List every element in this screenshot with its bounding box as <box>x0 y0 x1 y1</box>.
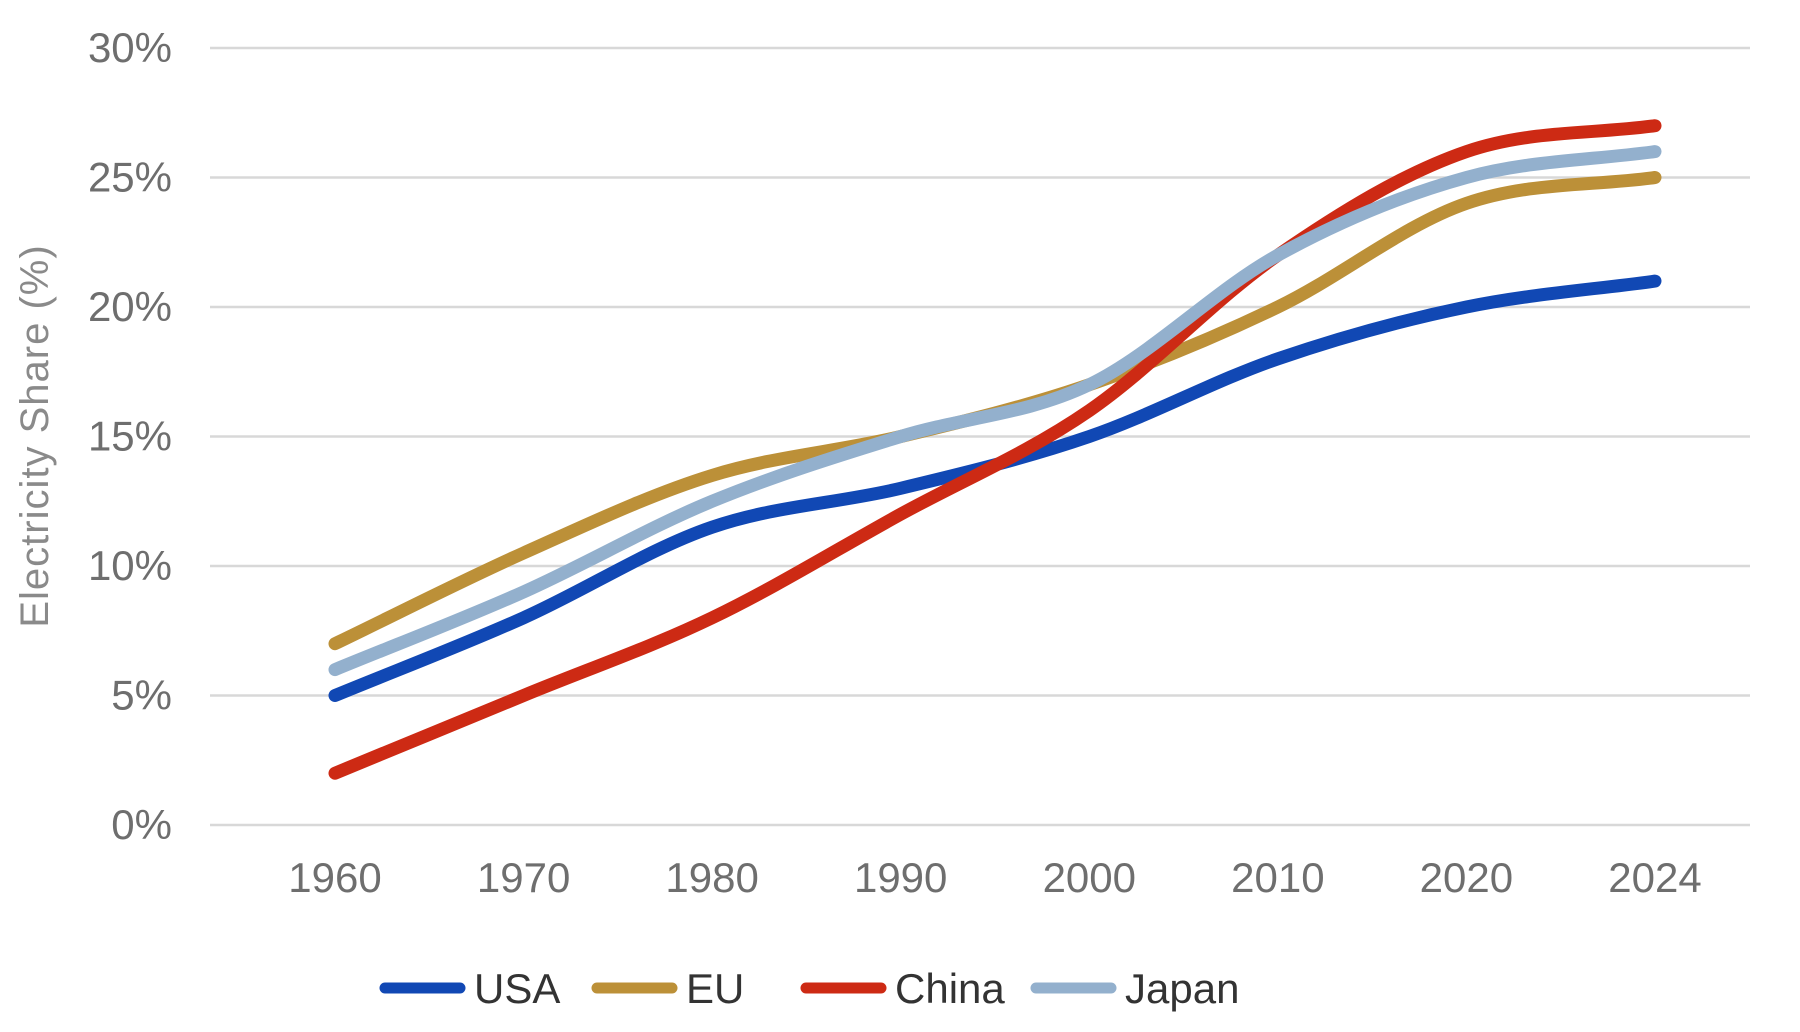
y-tick: 10% <box>88 542 172 589</box>
series-line-japan <box>328 145 1662 677</box>
x-tick: 1960 <box>288 854 381 901</box>
y-tick: 20% <box>88 283 172 330</box>
y-axis-ticks: 0% 5% 10% 15% 20% 25% 30% <box>88 24 172 848</box>
legend-label-usa: USA <box>474 965 560 1012</box>
x-tick: 2020 <box>1420 854 1513 901</box>
legend-label-china: China <box>895 965 1005 1012</box>
legend-item-japan: Japan <box>1030 965 1239 1012</box>
x-tick: 2024 <box>1608 854 1701 901</box>
series-line-usa <box>328 274 1662 702</box>
x-tick: 1990 <box>854 854 947 901</box>
y-axis-title: Electricity Share (%) <box>13 244 57 627</box>
legend: USA EU China Japan <box>379 965 1239 1012</box>
legend-item-eu: EU <box>591 965 744 1012</box>
x-tick: 2000 <box>1043 854 1136 901</box>
y-tick: 15% <box>88 413 172 460</box>
legend-item-china: China <box>800 965 1005 1012</box>
legend-label-eu: EU <box>686 965 744 1012</box>
x-tick: 1970 <box>477 854 570 901</box>
y-tick: 30% <box>88 24 172 71</box>
gridlines <box>210 46 1750 827</box>
y-tick: 5% <box>111 672 172 719</box>
x-tick: 1980 <box>665 854 758 901</box>
y-tick: 0% <box>111 801 172 848</box>
y-tick: 25% <box>88 154 172 201</box>
series-line-china <box>328 119 1662 780</box>
x-axis-ticks: 1960 1970 1980 1990 2000 2010 2020 2024 <box>288 854 1701 901</box>
x-tick: 2010 <box>1231 854 1324 901</box>
legend-label-japan: Japan <box>1125 965 1239 1012</box>
legend-item-usa: USA <box>379 965 560 1012</box>
series-lines <box>328 119 1662 780</box>
